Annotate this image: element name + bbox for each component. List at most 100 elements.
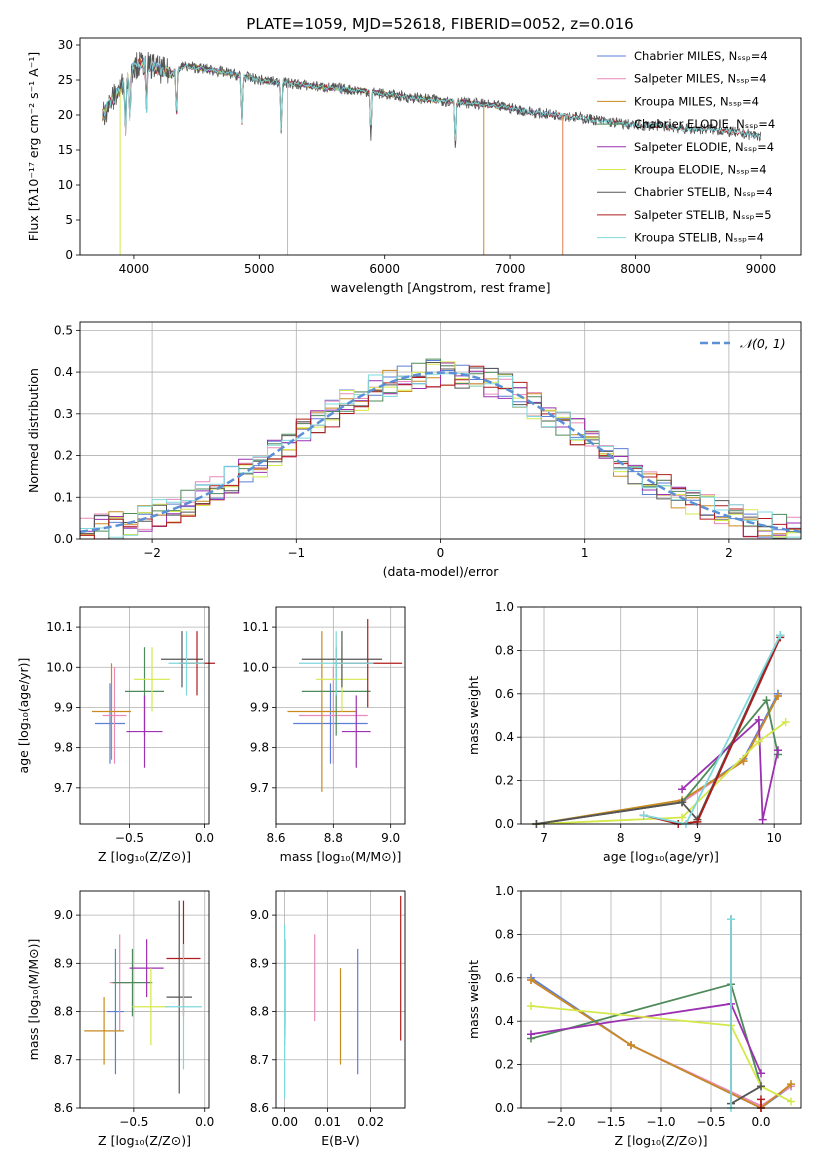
errorbar-point: [134, 647, 170, 712]
y-tick-label: 25: [58, 73, 73, 87]
x-tick-label: 10: [767, 831, 782, 845]
mass-weight-marker: [787, 1097, 795, 1106]
y-tick-label: 0: [65, 248, 73, 262]
legend-label: Kroupa ELODIE, Nₛₛₚ=4: [634, 163, 767, 177]
errorbar-point: [168, 631, 205, 696]
ticks: −0.5 0.0 8.6 8.7 8.8 8.9 9.0: [54, 908, 214, 1129]
errorbar-point: [341, 695, 371, 768]
y-tick-label: 10: [58, 178, 73, 192]
axes-frame: [275, 606, 406, 825]
axes-age-vs-Z: −0.5 0.0 9.7 9.8 9.9 10.0 10.1 Z [log₁₀(Z/Z⊙)] a…: [16, 606, 215, 864]
axes-spectrum: 4000 5000 6000 7000 8000 9000 0 5 10 15 20 25 30 wave…: [26, 37, 802, 295]
y-tick-label: 0.8: [495, 927, 514, 941]
legend-label: Salpeter MILES, Nₛₛₚ=4: [634, 72, 767, 86]
x-tick-label: 1: [581, 546, 589, 560]
histogram-step: [80, 373, 801, 539]
x-tick-label: −2: [143, 546, 161, 560]
y-tick-label: 8.9: [250, 956, 269, 970]
mass-weight-line: [530, 1002, 762, 1074]
axes-massweight-vs-Z: −2.0 −1.5 −1.0 −0.5 0.0 0.0 0.2 0.4 0.6 0.8 1.0 Z […: [466, 884, 802, 1148]
y-tick-label: 8.6: [54, 1101, 73, 1115]
ticks: 0.00 0.01 0.02 8.6 8.7 8.8 8.9 9.0: [250, 908, 384, 1129]
y-tick-label: 8.7: [250, 1053, 269, 1067]
y-tick-label: 9.9: [54, 700, 73, 714]
errorbars: [284, 895, 402, 1099]
legend-label: Chabrier ELODIE, Nₛₛₚ=4: [634, 117, 775, 131]
y-axis-label: mass weight: [466, 960, 481, 1039]
legend-label: Kroupa STELIB, Nₛₛₚ=4: [634, 231, 764, 245]
errorbar-point: [301, 631, 383, 688]
axes-mass-vs-EBV: 0.00 0.01 0.02 8.6 8.7 8.8 8.9 9.0 E(B-V): [250, 890, 406, 1148]
y-axis-label: Normed distribution: [26, 368, 41, 493]
y-tick-label: 0.0: [495, 1101, 514, 1115]
y-tick-label: 0.4: [495, 1014, 514, 1028]
axes-frame: [79, 606, 210, 825]
y-tick-label: 1.0: [495, 600, 514, 614]
x-tick-label: 8000: [620, 262, 651, 276]
series-lines: [532, 631, 790, 828]
mass-weight-series: [532, 691, 782, 828]
x-axis-label: Z [log₁₀(Z/Z⊙)]: [615, 1133, 708, 1148]
x-tick-label: −1: [287, 546, 305, 560]
figure-title: PLATE=1059, MJD=52618, FIBERID=0052, z=0…: [246, 15, 633, 33]
x-tick-label: 0.0: [751, 1115, 770, 1129]
y-tick-label: 9.9: [250, 700, 269, 714]
errorbar-point: [112, 948, 153, 1017]
y-tick-label: 9.7: [54, 781, 73, 795]
errorbar-point: [132, 968, 170, 1046]
mass-weight-marker: [754, 715, 763, 724]
y-tick-label: 0.5: [54, 323, 73, 337]
histogram-step: [80, 362, 801, 537]
axes-age-vs-mass: 8.6 8.8 9.0 9.7 9.8 9.9 10.0 10.1 mass [log₁₀(M/…: [242, 606, 406, 864]
y-tick-label: 0.2: [495, 1058, 514, 1072]
legend-label: Kroupa MILES, Nₛₛₚ=4: [634, 94, 759, 108]
x-tick-label: −1.0: [646, 1115, 675, 1129]
errorbar-point: [84, 997, 124, 1065]
y-axis-label: age [log₁₀(age/yr)]: [16, 658, 31, 774]
x-tick-label: −2.0: [546, 1115, 575, 1129]
mass-weight-marker: [758, 815, 767, 824]
x-tick-label: 0.00: [271, 1115, 298, 1129]
mass-weight-marker: [757, 1095, 765, 1104]
x-tick-label: −1.5: [596, 1115, 625, 1129]
y-tick-label: 0.8: [495, 643, 514, 657]
x-tick-label: 9000: [746, 262, 777, 276]
mass-weight-marker: [693, 817, 702, 826]
mass-weight-marker: [773, 746, 782, 755]
y-tick-label: 8.8: [250, 1005, 269, 1019]
y-tick-label: 0.4: [495, 730, 514, 744]
axes-frame: [79, 890, 210, 1109]
mass-weight-marker: [678, 798, 687, 807]
histograms: [80, 358, 801, 539]
x-tick-label: −0.5: [115, 831, 144, 845]
mass-weight-line: [530, 983, 762, 1087]
x-tick-label: 0.0: [195, 1115, 214, 1129]
errorbar-point: [165, 944, 202, 1070]
axes-frame: [79, 321, 802, 540]
legend-label: Chabrier MILES, Nₛₛₚ=4: [634, 49, 768, 63]
y-tick-label: 0.6: [495, 687, 514, 701]
ticks: −2 −1 0 1 2 0.0 0.1 0.2 0.3 0.4 0.5: [54, 323, 733, 560]
y-tick-label: 9.8: [54, 741, 73, 755]
y-tick-label: 9.0: [54, 908, 73, 922]
x-tick-label: 7000: [495, 262, 526, 276]
mass-weight-marker: [727, 915, 735, 924]
errorbar-point: [298, 667, 368, 764]
x-tick-label: 0: [437, 546, 445, 560]
x-axis-label: (data-model)/error: [383, 564, 500, 579]
x-axis-label: wavelength [Angstrom, rest frame]: [330, 280, 550, 295]
x-tick-label: 6000: [369, 262, 400, 276]
errorbar-point: [126, 695, 163, 768]
mass-weight-marker: [678, 813, 687, 822]
mass-weight-line: [536, 695, 779, 825]
x-axis-label: E(B-V): [321, 1133, 360, 1148]
y-tick-label: 1.0: [495, 884, 514, 898]
series-lines: [527, 915, 795, 1112]
y-tick-label: 0.0: [495, 817, 514, 831]
x-tick-label: 8: [617, 831, 625, 845]
axes-frame: [520, 606, 802, 825]
spectrum-series-line: [102, 57, 761, 141]
y-tick-label: 10.1: [242, 620, 269, 634]
mass-weight-marker: [773, 691, 782, 700]
y-axis-label: mass [log₁₀(M/M⊙)]: [26, 939, 41, 1061]
